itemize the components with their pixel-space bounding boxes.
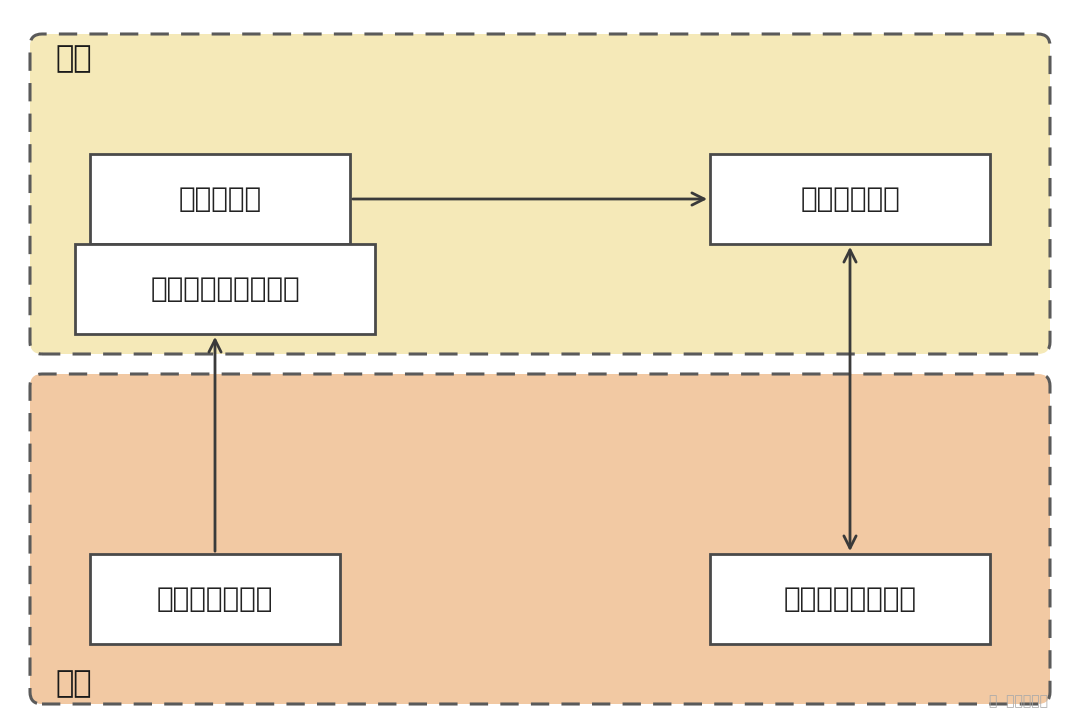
Text: 值  什么值得买: 值 什么值得买 <box>989 694 1048 708</box>
FancyBboxPatch shape <box>30 34 1050 354</box>
Text: 小爱解析指令并上报: 小爱解析指令并上报 <box>150 275 300 303</box>
Text: 好太太服务端: 好太太服务端 <box>800 185 900 213</box>
FancyBboxPatch shape <box>710 554 990 644</box>
FancyBboxPatch shape <box>90 554 340 644</box>
FancyBboxPatch shape <box>30 374 1050 704</box>
FancyBboxPatch shape <box>710 154 990 244</box>
Text: 本地: 本地 <box>55 670 92 699</box>
Text: 米家服务端: 米家服务端 <box>178 185 261 213</box>
Text: 好太太晾衣架执行: 好太太晾衣架执行 <box>783 585 917 613</box>
Text: 用户喊小爱执行: 用户喊小爱执行 <box>157 585 273 613</box>
Text: 云端: 云端 <box>55 44 92 74</box>
FancyBboxPatch shape <box>75 244 375 334</box>
FancyBboxPatch shape <box>90 154 350 244</box>
